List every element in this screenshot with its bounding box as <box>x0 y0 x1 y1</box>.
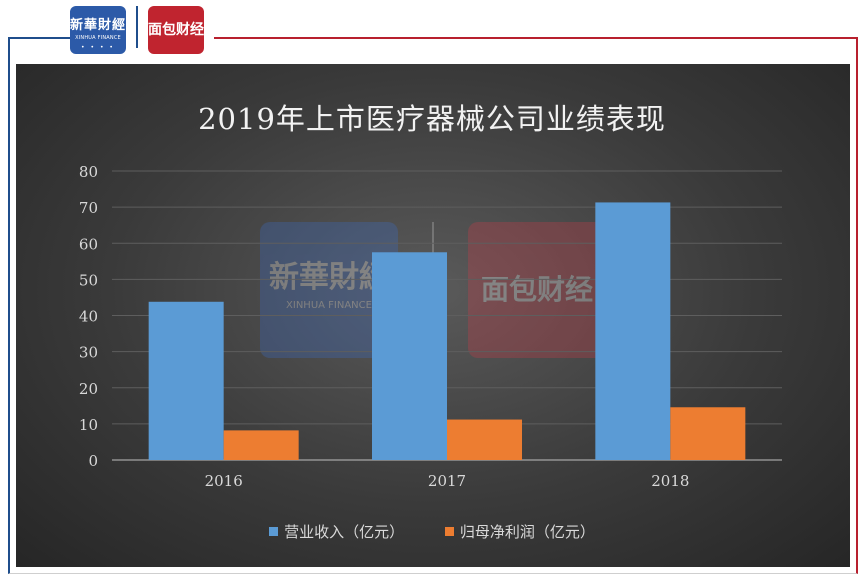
y-tick-label: 10 <box>79 416 98 434</box>
legend-label-revenue: 营业收入（亿元） <box>284 523 405 541</box>
chart-legend: 营业收入（亿元） 归母净利润（亿元） <box>0 521 864 542</box>
y-tick-label: 80 <box>79 163 98 181</box>
bar-net-profit <box>223 430 299 460</box>
mianbao-logo-text: 面包财经 <box>148 22 204 38</box>
logo-dots-icon: • • • • <box>81 44 115 51</box>
y-tick-label: 20 <box>79 380 98 398</box>
mianbao-watermark: 面包财经 <box>468 222 606 358</box>
xinhua-finance-logo: 新華財經 XINHUA FINANCE • • • • <box>70 6 126 54</box>
bar-net-profit <box>447 419 522 460</box>
header-rule-left <box>8 37 70 39</box>
legend-label-net-profit: 归母净利润（亿元） <box>459 523 595 541</box>
legend-swatch-net-profit <box>444 527 454 536</box>
x-tick-label: 2017 <box>428 472 466 490</box>
xinhua-logo-text: 新華財經 <box>70 18 127 33</box>
y-tick-label: 40 <box>79 308 98 326</box>
page-frame <box>8 37 858 574</box>
logo-separator <box>136 6 138 48</box>
y-tick-label: 60 <box>79 235 98 253</box>
y-tick-label: 50 <box>79 271 98 289</box>
xinhua-logo-subtext: XINHUA FINANCE <box>75 35 121 41</box>
x-tick-label: 2016 <box>205 472 243 490</box>
chart-title: 2019年上市医疗器械公司业绩表现 <box>198 102 666 136</box>
xinhua-watermark-subtext: XINHUA FINANCE <box>286 300 372 311</box>
mianbao-finance-logo: 面包财经 <box>148 6 204 54</box>
legend-item-net-profit: 归母净利润（亿元） <box>444 521 595 542</box>
mianbao-watermark-text: 面包财经 <box>480 273 593 306</box>
y-tick-label: 0 <box>88 452 98 470</box>
legend-swatch-revenue <box>269 527 279 536</box>
xinhua-watermark-text: 新華財經 <box>269 260 389 295</box>
y-tick-label: 70 <box>79 199 98 217</box>
legend-item-revenue: 营业收入（亿元） <box>269 521 404 542</box>
x-tick-label: 2018 <box>651 472 689 490</box>
header-rule-right <box>214 37 858 39</box>
bar-revenue <box>148 301 224 460</box>
bar-net-profit <box>670 407 746 460</box>
bar-revenue <box>372 252 447 460</box>
y-tick-label: 30 <box>79 344 98 362</box>
bar-revenue <box>595 202 671 460</box>
